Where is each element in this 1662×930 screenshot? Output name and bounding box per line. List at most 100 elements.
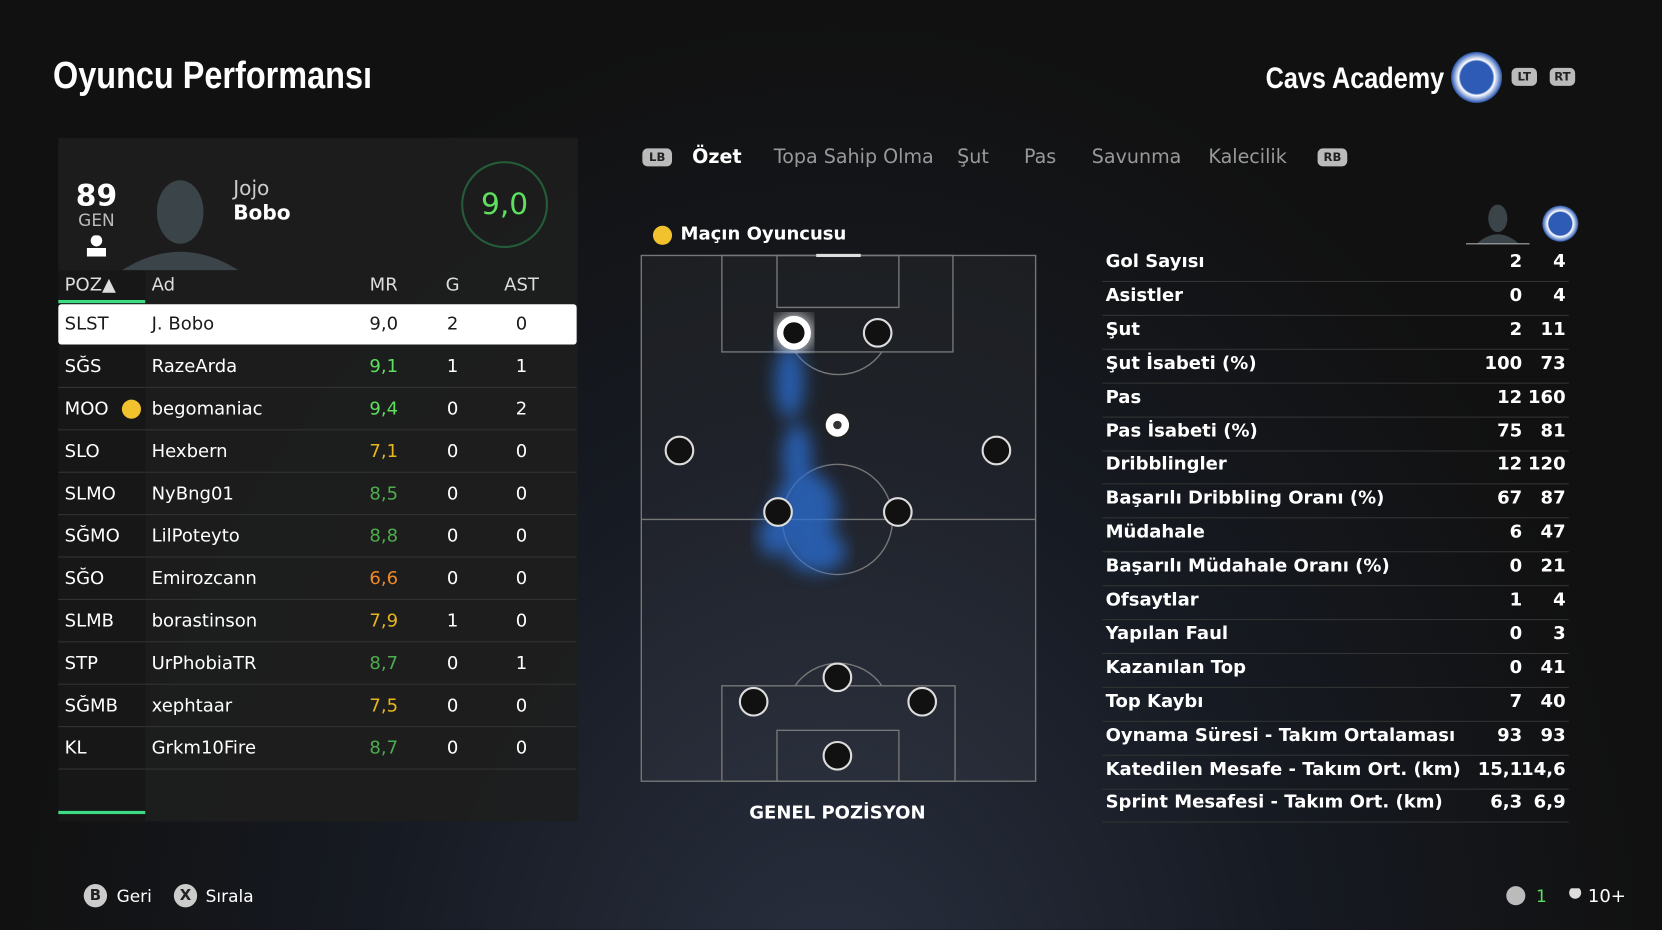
players-icon [1562,888,1584,904]
player-stat: 7 [1509,690,1523,712]
row-divider[interactable] [58,386,577,388]
team-stat: 4 [1553,589,1566,611]
row-divider[interactable] [58,514,577,516]
table-cell: 0 [515,610,528,632]
stat-label: Asistler [1105,285,1184,307]
table-cell: KL [64,737,87,759]
player-stat: 0 [1509,656,1523,679]
team-stat: 81 [1540,420,1566,442]
row-divider[interactable] [58,768,577,770]
player-stat: 6,3 [1490,792,1523,814]
table-cell: 7,1 [369,440,399,463]
stat-divider [1102,280,1569,282]
player-count: 10+ [1587,886,1626,908]
table-cell: 9,1 [369,356,399,378]
table-cell: begomaniac [151,398,263,420]
table-cell: SĞMO [64,525,120,547]
stat-label: Şut İsabeti (%) [1105,352,1257,374]
table-cell: borastinson [151,610,258,632]
player-stat: 0 [1509,555,1523,577]
row-divider[interactable] [58,471,577,473]
pos-column [58,270,146,822]
stat-divider [1102,314,1569,316]
table-cell: 0 [446,483,459,505]
team-stat: 41 [1540,656,1566,679]
stat-divider [1102,483,1569,485]
table-cell: G [445,274,460,296]
stat-divider [1102,585,1569,587]
stat-divider [1102,517,1569,519]
team-stat: 73 [1540,352,1566,374]
table-cell: J. Bobo [151,313,215,335]
tab[interactable]: Topa Sahip Olma [773,146,934,169]
player-stat: 75 [1497,420,1523,442]
team-name: Cavs Academy [1265,61,1445,95]
team-stat: 14,6 [1521,758,1566,780]
rb-button[interactable]: RB [1317,148,1348,167]
tab[interactable]: Özet [692,146,742,169]
table-cell: Hexbern [151,440,228,463]
tab[interactable]: Şut [957,146,989,169]
row-divider[interactable] [58,556,577,558]
tab[interactable]: Pas [1023,146,1057,169]
table-cell: 1 [446,610,459,632]
table-cell: 1 [515,652,528,675]
team-stat: 120 [1527,454,1566,476]
table-cell: SĞMB [64,695,118,717]
sort-label[interactable]: Sırala [205,886,254,907]
table-cell: 0 [446,652,459,675]
row-divider[interactable] [58,641,577,643]
stat-label: Katedilen Mesafe - Takım Ort. (km) [1105,758,1461,780]
lt-button[interactable]: LT [1511,67,1537,86]
row-divider[interactable] [58,683,577,685]
motm-icon [121,399,141,419]
table-cell: LilPoteyto [151,525,240,547]
user-icon [86,235,106,257]
player-stat: 0 [1509,285,1523,307]
table-cell: 7,9 [369,610,399,632]
table-cell: 0 [515,483,528,505]
row-divider[interactable] [58,429,577,431]
player-stat: 100 [1484,352,1523,374]
selected-row[interactable] [58,304,577,345]
stat-label: Pas [1105,386,1142,408]
player-stat: 12 [1497,454,1523,476]
player-col-icon [1465,204,1530,245]
scroll-indicator [58,810,146,815]
table-cell: 9,4 [369,398,399,420]
overall: 89 [75,178,118,214]
rt-button[interactable]: RT [1549,67,1576,86]
stat-label: Başarılı Dribbling Oranı (%) [1105,487,1385,510]
x-button[interactable]: X [173,884,198,908]
overall-label: GEN [78,209,115,231]
b-button[interactable]: B [83,884,108,908]
table-cell: 7,5 [369,695,399,717]
stat-label: Müdahale [1105,521,1205,543]
table-cell: MOO [64,398,109,420]
team-col-icon [1542,205,1579,242]
table-cell: 0 [446,525,459,547]
back-label[interactable]: Geri [116,886,152,907]
stat-divider [1102,788,1569,790]
table-cell: SĞO [64,568,105,590]
table-cell: Grkm10Fire [151,737,257,759]
team-stat: 4 [1553,285,1566,307]
table-cell: 8,7 [369,737,399,759]
tab[interactable]: Kalecilik [1208,146,1287,169]
table-cell: 0 [515,313,528,335]
table-cell: POZ▲ [64,274,116,296]
stat-divider [1102,551,1569,553]
table-cell: 0 [515,525,528,547]
row-divider[interactable] [58,598,577,600]
player-stat: 0 [1509,623,1523,645]
stat-divider [1102,652,1569,654]
header-underline [58,299,146,304]
team-stat: 4 [1553,251,1566,273]
tab[interactable]: Savunma [1091,146,1182,169]
lb-button[interactable]: LB [642,148,673,167]
row-divider[interactable] [58,726,577,728]
stat-label: Gol Sayısı [1105,251,1205,273]
table-cell: xephtaar [151,695,233,717]
player-stat: 2 [1509,318,1523,341]
